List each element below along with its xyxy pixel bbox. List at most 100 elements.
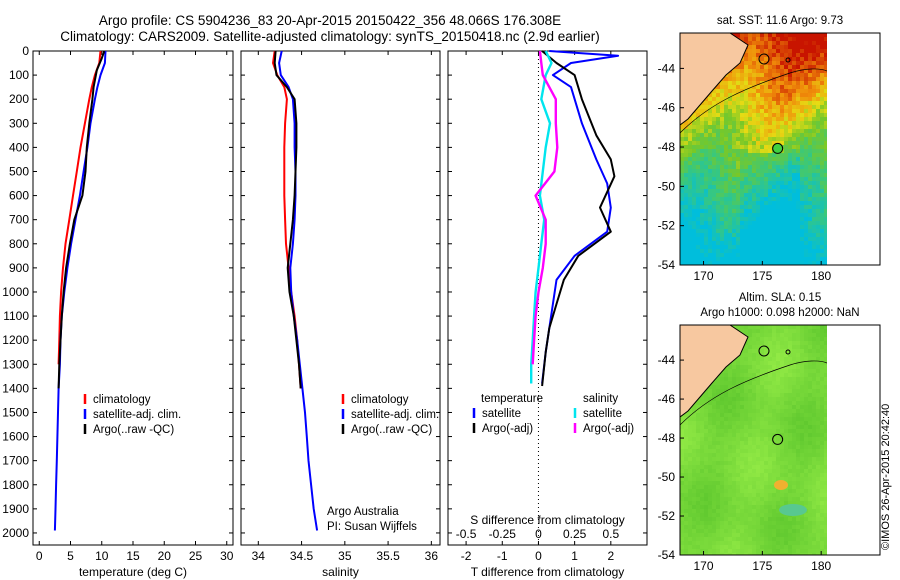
sst-map-cell bbox=[688, 225, 693, 230]
sla-map-cell bbox=[696, 541, 701, 546]
sla-map-cell bbox=[732, 393, 737, 398]
sst-map-cell bbox=[824, 89, 827, 94]
sla-map-cell bbox=[788, 465, 793, 470]
sla-map-cell bbox=[768, 461, 773, 466]
sst-map-cell bbox=[808, 173, 813, 178]
sla-map-cell bbox=[808, 333, 813, 338]
sla-map-cell bbox=[688, 465, 693, 470]
sla-map-cell bbox=[760, 341, 765, 346]
sla-map-cell bbox=[752, 541, 757, 546]
sla-map-cell bbox=[812, 405, 817, 410]
sst-map-cell bbox=[760, 153, 765, 158]
sst-map-cell bbox=[752, 193, 757, 198]
sst-map-cell bbox=[688, 169, 693, 174]
sla-map-cell bbox=[692, 437, 697, 442]
sla-map-cell bbox=[816, 377, 821, 382]
sla-map-cell bbox=[680, 473, 685, 478]
sst-map-cell bbox=[732, 209, 737, 214]
sla-map-cell bbox=[704, 433, 709, 438]
sla-map-cell bbox=[732, 457, 737, 462]
sst-map-cell bbox=[824, 77, 827, 82]
sla-map-cell bbox=[780, 329, 785, 334]
sla-map-cell bbox=[824, 421, 827, 426]
sst-map-cell bbox=[740, 65, 745, 70]
sst-map-cell bbox=[744, 229, 749, 234]
sla-map-cell bbox=[816, 537, 821, 542]
sst-map-cell bbox=[796, 201, 801, 206]
sla-map-cell bbox=[784, 413, 789, 418]
sst-map-cell bbox=[820, 257, 825, 262]
sla-map-cell bbox=[760, 533, 765, 538]
sla-map-cell bbox=[680, 545, 685, 550]
sla-map-cell bbox=[768, 361, 773, 366]
sst-map-cell bbox=[720, 245, 725, 250]
sst-map-cell bbox=[764, 185, 769, 190]
sst-map-cell bbox=[784, 185, 789, 190]
sla-map-cell bbox=[720, 489, 725, 494]
sla-map-cell bbox=[784, 461, 789, 466]
sst-map-cell bbox=[772, 169, 777, 174]
sla-map-cell bbox=[812, 549, 817, 554]
sla-map-cell bbox=[820, 521, 825, 526]
sla-map-cell bbox=[764, 397, 769, 402]
sst-map-cell bbox=[800, 61, 805, 66]
sst-map-cell bbox=[736, 201, 741, 206]
sst-map-cell bbox=[792, 253, 797, 258]
sla-map-cell bbox=[760, 541, 765, 546]
sst-map-cell bbox=[772, 137, 777, 142]
sla-map-cell bbox=[724, 497, 729, 502]
sst-map-cell bbox=[704, 189, 709, 194]
sla-map-cell bbox=[756, 517, 761, 522]
sla-map-cell bbox=[680, 553, 685, 555]
sla-map-cell bbox=[696, 437, 701, 442]
sst-map-cell bbox=[804, 249, 809, 254]
sst-map-cell bbox=[732, 173, 737, 178]
sla-map-cell bbox=[776, 401, 781, 406]
sst-map-cell bbox=[744, 189, 749, 194]
sla-map-cell bbox=[796, 413, 801, 418]
sla-map-cell bbox=[784, 337, 789, 342]
sst-map-cell bbox=[696, 141, 701, 146]
sla-map-cell bbox=[816, 489, 821, 494]
diff-temp-legend-label: satellite bbox=[482, 408, 521, 420]
sla-map-cell bbox=[752, 397, 757, 402]
sla-map-cell bbox=[744, 417, 749, 422]
sla-map-cell bbox=[820, 421, 825, 426]
sla-map-cell bbox=[728, 389, 733, 394]
sst-map-cell bbox=[712, 113, 717, 118]
sst-map-cell bbox=[804, 229, 809, 234]
sst-map-cell bbox=[788, 93, 793, 98]
sst-map-cell bbox=[716, 105, 721, 110]
sst-map-cell bbox=[804, 201, 809, 206]
sla-map-cell bbox=[768, 433, 773, 438]
sla-map-cell bbox=[732, 325, 737, 330]
sst-map-cell bbox=[804, 41, 809, 46]
sla-map-cell bbox=[792, 493, 797, 498]
sla-map-cell bbox=[772, 453, 777, 458]
sst-map-cell bbox=[820, 249, 825, 254]
sst-map-cell bbox=[708, 169, 713, 174]
sla-map-cell bbox=[692, 441, 697, 446]
sla-map-cell bbox=[756, 417, 761, 422]
sst-map-cell bbox=[752, 221, 757, 226]
sst-map-cell bbox=[784, 229, 789, 234]
map-y-tick-label: -48 bbox=[658, 140, 676, 154]
sst-map-cell bbox=[712, 125, 717, 130]
sst-map-cell bbox=[780, 245, 785, 250]
sla-map-cell bbox=[748, 505, 753, 510]
sla-map-cell bbox=[736, 397, 741, 402]
sla-map-cell bbox=[824, 477, 827, 482]
sla-map-cell bbox=[780, 493, 785, 498]
sst-map-cell bbox=[800, 217, 805, 222]
sla-map-cell bbox=[772, 425, 777, 430]
sla-map-cell bbox=[688, 421, 693, 426]
sst-map-cell bbox=[708, 129, 713, 134]
sla-map-cell bbox=[760, 345, 765, 350]
sst-map-cell bbox=[740, 253, 745, 258]
sst-map-cell bbox=[788, 121, 793, 126]
sla-map-cell bbox=[752, 513, 757, 518]
sst-map-cell bbox=[724, 165, 729, 170]
sla-map-cell bbox=[772, 537, 777, 542]
sst-map-cell bbox=[740, 161, 745, 166]
sla-map-cell bbox=[780, 541, 785, 546]
